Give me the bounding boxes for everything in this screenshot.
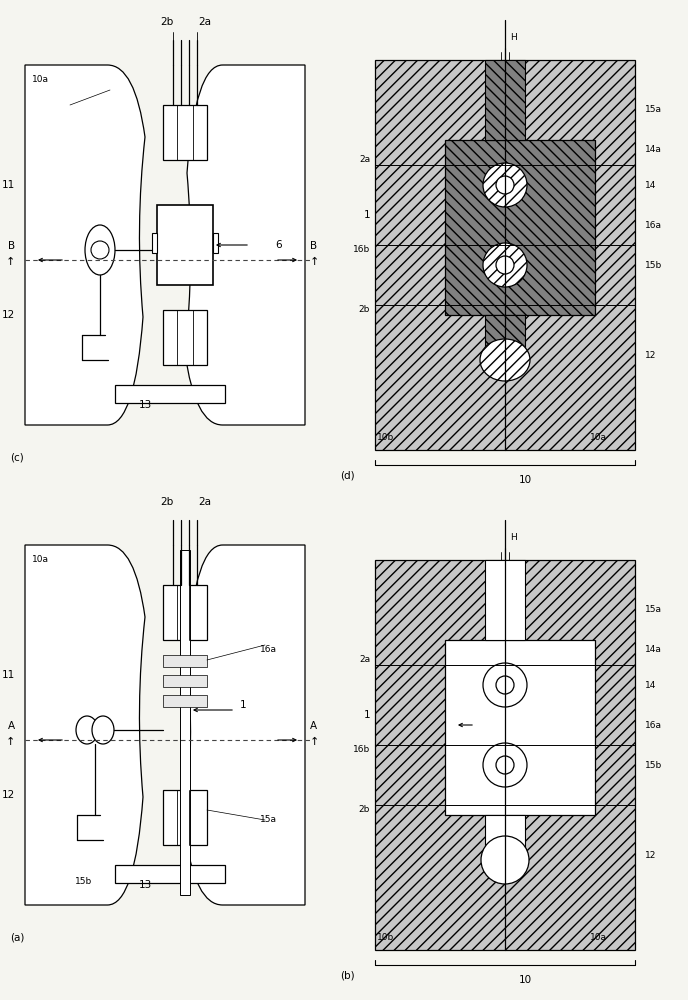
Bar	[163, 675, 207, 687]
Bar	[375, 60, 635, 450]
PathPatch shape	[25, 65, 145, 425]
Bar	[375, 560, 635, 950]
Text: 2a: 2a	[359, 656, 370, 664]
Bar	[213, 233, 218, 253]
Text: 10b: 10b	[377, 434, 394, 442]
Text: 2b: 2b	[160, 497, 173, 507]
Text: 2b: 2b	[160, 17, 173, 27]
Ellipse shape	[76, 716, 98, 744]
Text: 16b: 16b	[353, 245, 370, 254]
Circle shape	[496, 756, 514, 774]
Text: 10a: 10a	[32, 556, 49, 564]
Text: 16a: 16a	[645, 221, 662, 230]
Text: (c): (c)	[10, 453, 24, 463]
Ellipse shape	[92, 716, 114, 744]
Text: 14: 14	[645, 180, 656, 190]
Text: 10b: 10b	[377, 934, 394, 942]
Text: ↑: ↑	[6, 257, 15, 267]
Text: 10a: 10a	[590, 934, 607, 942]
Bar	[485, 560, 525, 640]
Text: 10a: 10a	[590, 434, 607, 442]
Text: 15a: 15a	[260, 816, 277, 824]
Text: 1: 1	[363, 210, 370, 220]
Text: 12: 12	[645, 351, 656, 360]
Text: 12: 12	[645, 850, 656, 859]
Bar	[152, 233, 157, 253]
Circle shape	[483, 163, 527, 207]
Text: 2b: 2b	[358, 806, 370, 814]
PathPatch shape	[185, 545, 305, 905]
Ellipse shape	[480, 339, 530, 381]
Text: 11: 11	[2, 180, 15, 190]
Text: 1: 1	[363, 710, 370, 720]
Bar	[163, 790, 207, 845]
Text: 16a: 16a	[260, 646, 277, 654]
Text: 2a: 2a	[199, 17, 211, 27]
Circle shape	[496, 676, 514, 694]
Text: 16a: 16a	[645, 720, 662, 730]
Text: ↑: ↑	[310, 737, 319, 747]
Circle shape	[481, 836, 529, 884]
Text: B: B	[310, 241, 317, 251]
Circle shape	[91, 241, 109, 259]
Bar	[180, 550, 190, 895]
Text: ↑: ↑	[6, 737, 15, 747]
Text: 12: 12	[2, 790, 15, 800]
Text: A: A	[310, 721, 317, 731]
Circle shape	[483, 743, 527, 787]
Text: B: B	[8, 241, 15, 251]
Circle shape	[483, 663, 527, 707]
Text: (b): (b)	[340, 970, 354, 980]
Text: (d): (d)	[340, 470, 354, 480]
Text: 14: 14	[645, 680, 656, 690]
Bar	[485, 815, 525, 860]
Circle shape	[483, 243, 527, 287]
Text: 16b: 16b	[353, 746, 370, 754]
Bar	[485, 60, 525, 140]
Text: (a): (a)	[10, 933, 24, 943]
Text: 10: 10	[519, 475, 532, 485]
Bar	[115, 865, 225, 883]
Ellipse shape	[85, 225, 115, 275]
Text: 13: 13	[138, 880, 151, 890]
Text: 14a: 14a	[645, 646, 662, 654]
Text: 2a: 2a	[199, 497, 211, 507]
Circle shape	[496, 176, 514, 194]
Bar	[163, 105, 207, 160]
Text: H: H	[510, 534, 517, 542]
Text: 14a: 14a	[645, 145, 662, 154]
Text: A: A	[8, 721, 15, 731]
Text: 15a: 15a	[645, 105, 662, 114]
Text: 15b: 15b	[75, 878, 92, 886]
Text: 15b: 15b	[645, 260, 663, 269]
Text: 10a: 10a	[32, 76, 49, 85]
Text: 15a: 15a	[645, 605, 662, 614]
Text: 12: 12	[2, 310, 15, 320]
Bar	[115, 385, 225, 403]
Circle shape	[496, 256, 514, 274]
Bar	[163, 695, 207, 707]
Text: 13: 13	[138, 400, 151, 410]
Bar	[157, 205, 213, 285]
Text: 2a: 2a	[359, 155, 370, 164]
Text: 2b: 2b	[358, 306, 370, 314]
Text: 1: 1	[240, 700, 246, 710]
Text: 6: 6	[275, 240, 281, 250]
Text: 11: 11	[2, 670, 15, 680]
Text: 10: 10	[519, 975, 532, 985]
Bar	[163, 310, 207, 365]
Bar	[163, 585, 207, 640]
Text: ↑: ↑	[310, 257, 319, 267]
Text: 15b: 15b	[645, 760, 663, 770]
PathPatch shape	[25, 545, 145, 905]
Bar	[163, 655, 207, 667]
PathPatch shape	[185, 65, 305, 425]
Bar	[445, 640, 595, 815]
Bar	[485, 315, 525, 360]
Bar	[445, 140, 595, 315]
Text: H: H	[510, 33, 517, 42]
